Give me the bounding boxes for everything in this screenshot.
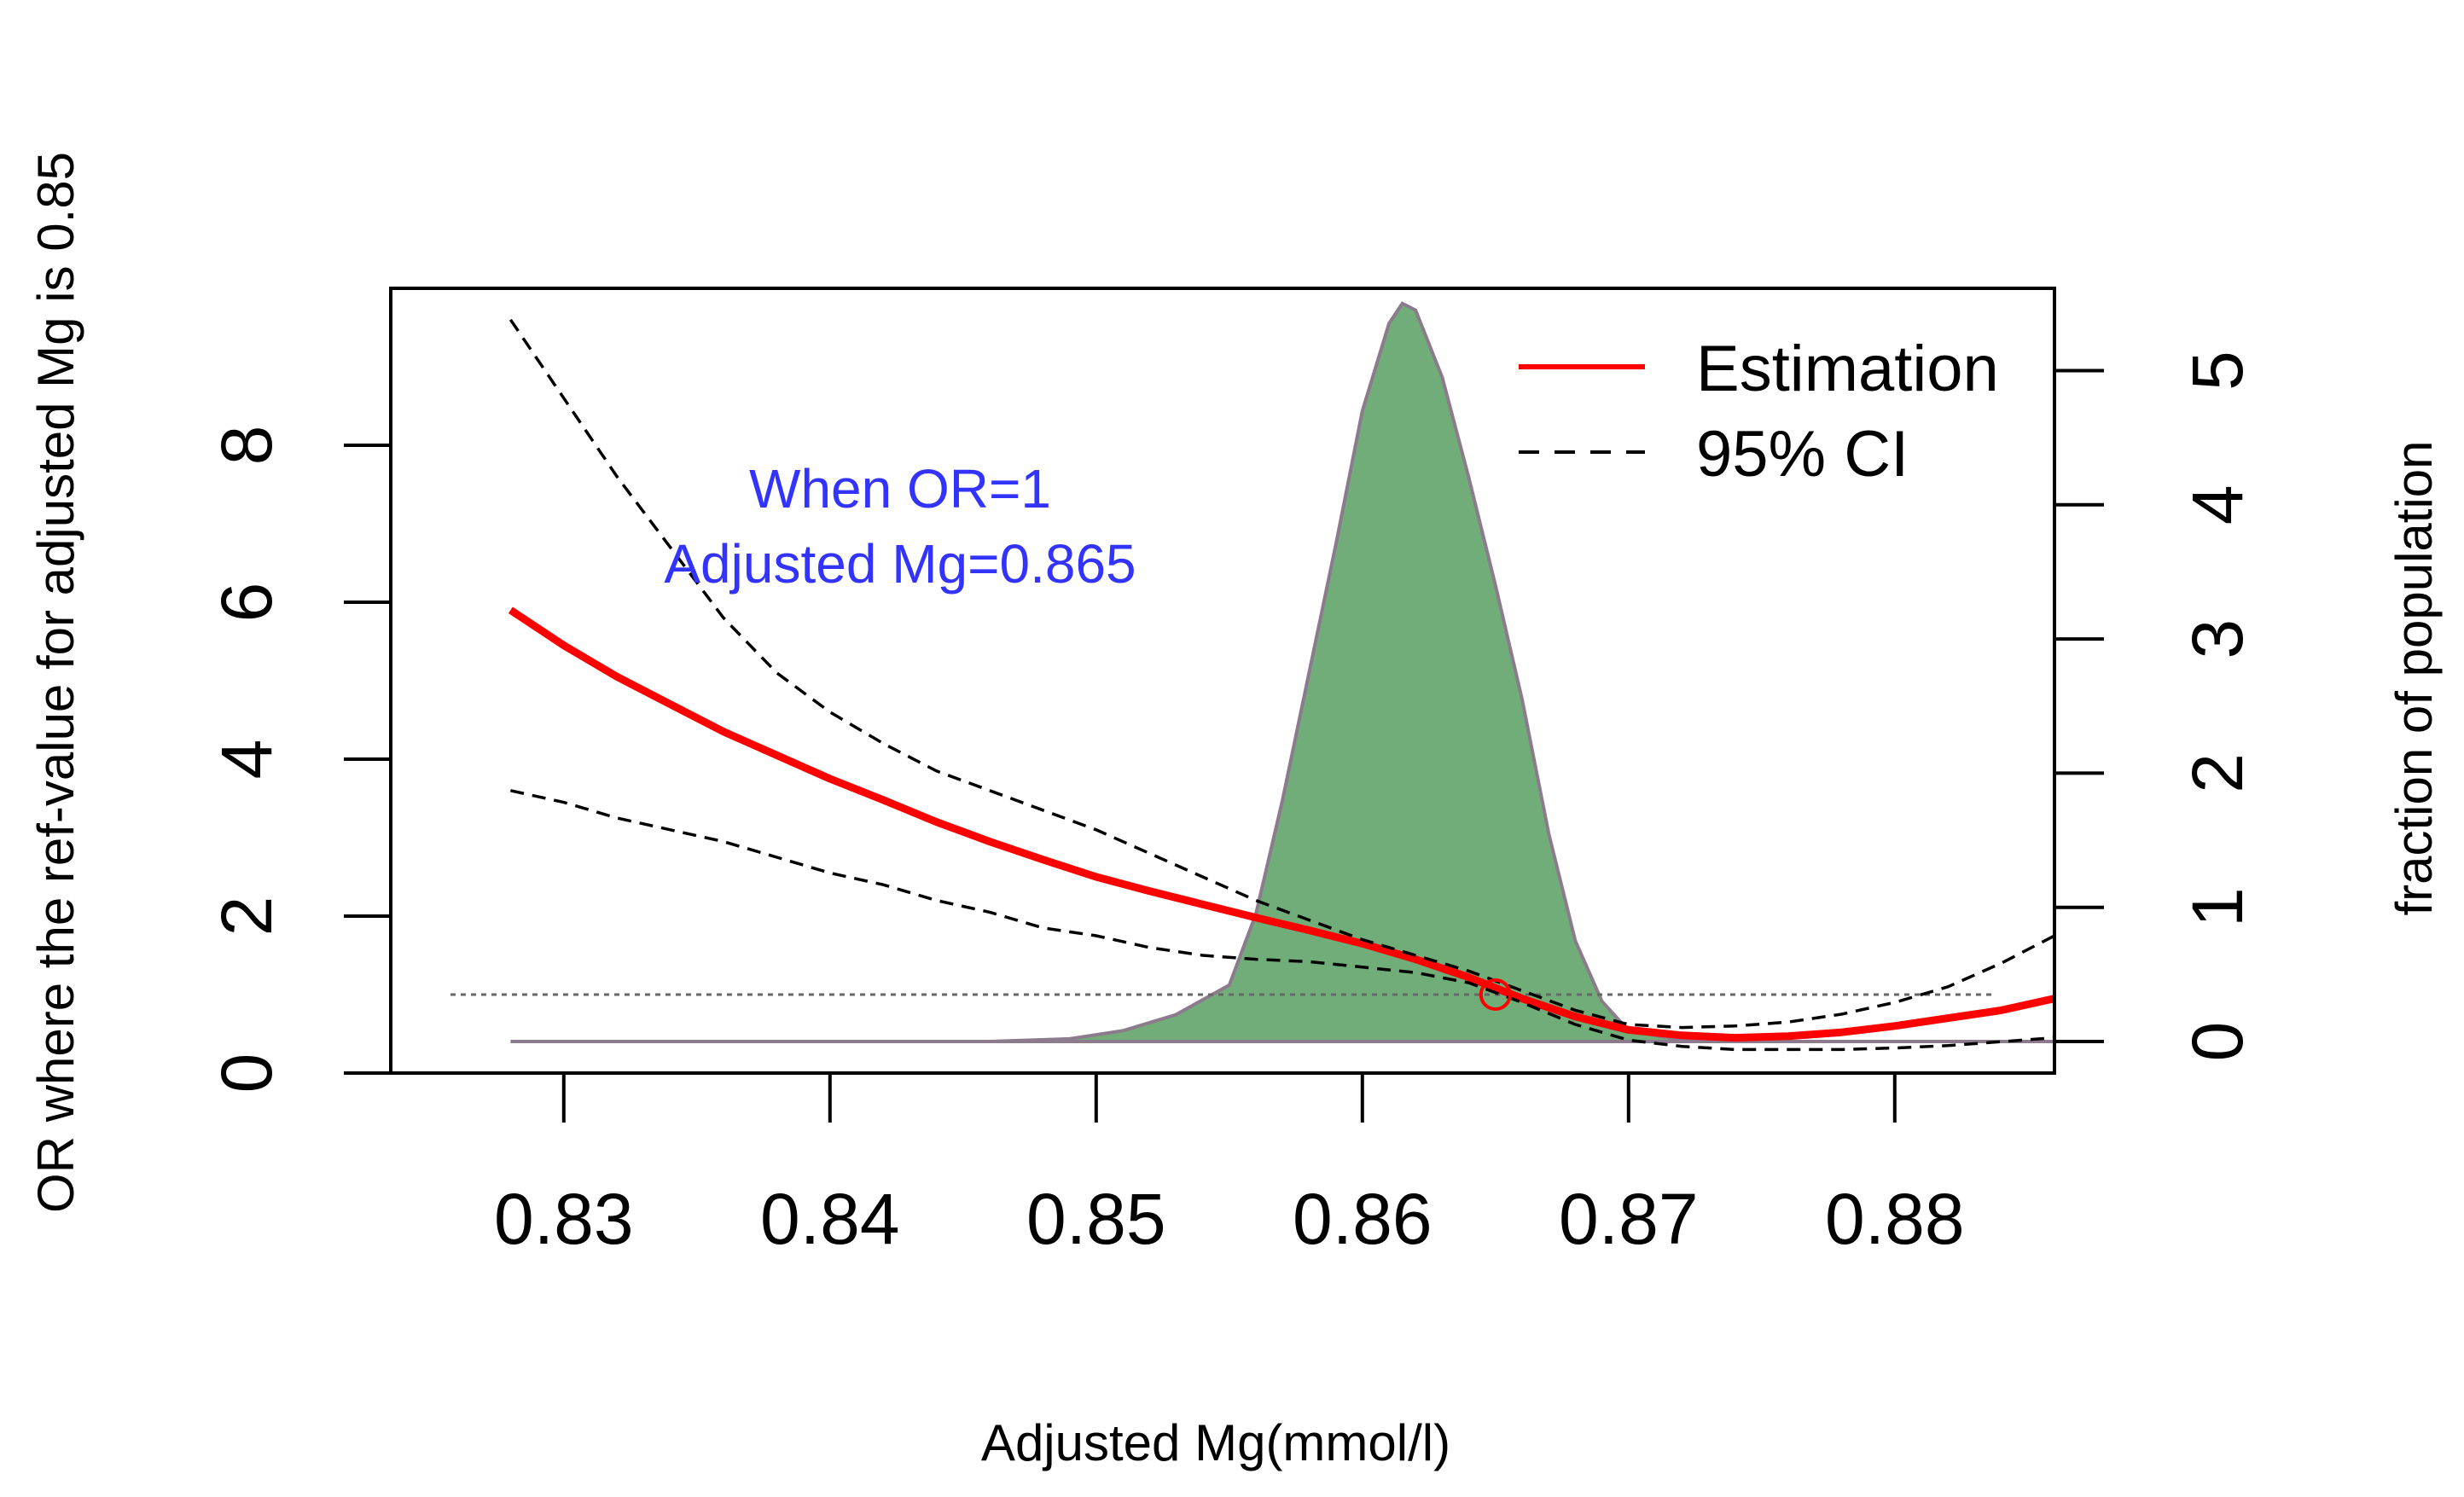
x-tick-label: 0.88 (1825, 1179, 1965, 1259)
y-axis-title: OR where the ref-value for adjusted Mg i… (27, 152, 84, 1213)
y2-tick-label: 3 (2177, 619, 2258, 659)
y2-tick-label: 2 (2177, 753, 2258, 793)
x-tick-label: 0.83 (494, 1179, 634, 1259)
legend-label-estimation: Estimation (1696, 333, 1999, 405)
y2-axis-title: fraction of population (2386, 440, 2443, 915)
x-axis-title: Adjusted Mg(mmol/l) (981, 1414, 1450, 1471)
marker-layer (1479, 978, 1512, 1011)
y2-tick-label: 4 (2177, 484, 2258, 525)
x-tick-label: 0.86 (1293, 1179, 1432, 1259)
series-ci-upper (508, 318, 2055, 1030)
x-tick-label: 0.85 (1026, 1179, 1166, 1259)
y-tick-label: 4 (206, 740, 287, 780)
legend: Estimation 95% CI (1519, 333, 1999, 490)
annotation-line-2: Adjusted Mg=0.865 (664, 533, 1136, 595)
y2-tick-label: 0 (2177, 1022, 2258, 1062)
density-layer (510, 301, 2054, 1043)
density-area (510, 301, 2054, 1043)
y-tick-label: 6 (206, 583, 287, 623)
x-tick-label: 0.84 (760, 1179, 900, 1259)
annotation-line-1: When OR=1 (749, 458, 1051, 519)
y-tick-label: 8 (206, 426, 287, 466)
series-estimation (508, 606, 2055, 1042)
or-equals-one-marker (1479, 978, 1512, 1011)
y2-tick-label: 5 (2177, 351, 2258, 391)
axes-layer: 0.83 0.84 0.85 0.86 0.87 0.88 0 2 4 6 8 0 1 2 3 4 5 (206, 351, 2258, 1259)
x-tick-label: 0.87 (1559, 1179, 1699, 1259)
series-layer (508, 318, 2055, 1052)
y2-tick-label: 1 (2177, 887, 2258, 927)
annotation: When OR=1 Adjusted Mg=0.865 (664, 458, 1136, 595)
y-tick-label: 0 (206, 1053, 287, 1094)
legend-label-ci: 95% CI (1696, 418, 1909, 490)
series-ci-lower (510, 789, 2055, 1052)
y-tick-label: 2 (206, 896, 287, 937)
